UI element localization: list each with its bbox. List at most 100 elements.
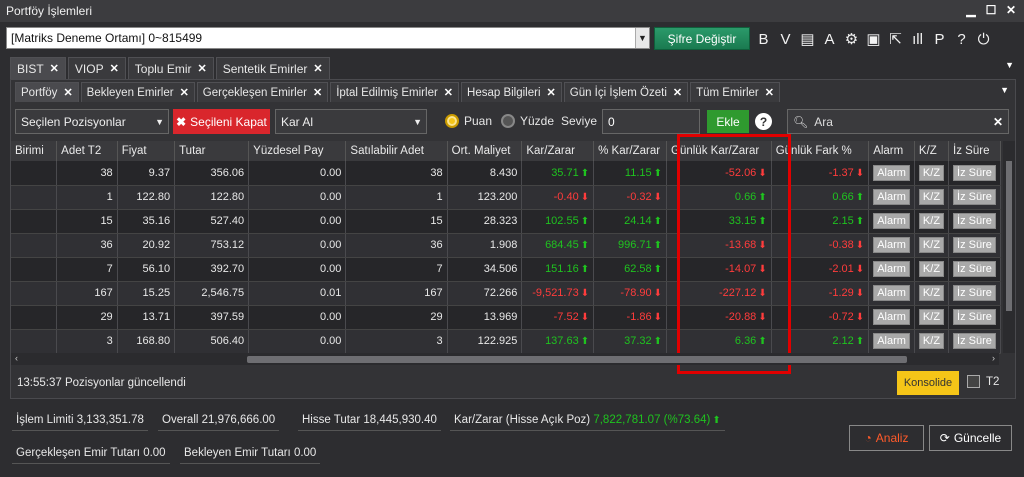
kz-button[interactable]: K/Z [918, 164, 945, 181]
chart-bars-icon[interactable]: ıll [912, 30, 923, 48]
kz-button[interactable]: K/Z [918, 213, 945, 229]
close-tab-icon[interactable]: ✕ [312, 87, 323, 99]
sifre-degistir-button[interactable]: Şifre Değiştir [654, 27, 750, 50]
iz-sure-button[interactable]: İz Süre [953, 261, 996, 277]
sub-tab-1[interactable]: Bekleyen Emirler ✕ [80, 82, 195, 102]
radio-puan[interactable]: Puan [445, 114, 492, 128]
subtabs-menu-icon[interactable]: ▼ [1000, 85, 1009, 95]
radio-puan-dot[interactable] [445, 114, 459, 128]
kz-button[interactable]: K/Z [918, 333, 945, 349]
close-tab-icon[interactable]: ✕ [313, 63, 323, 75]
kz-button[interactable]: K/Z [918, 285, 945, 301]
column-header[interactable]: Alarm [868, 141, 915, 161]
top-tab-1[interactable]: VIOP ✕ [67, 57, 126, 79]
document-icon[interactable]: ▤ [800, 31, 815, 48]
account-select[interactable]: [Matriks Deneme Ortamı] 0~815499 ▼ [6, 27, 650, 49]
close-tab-icon[interactable]: ✕ [443, 87, 454, 99]
kz-button[interactable]: K/Z [918, 309, 945, 325]
column-header[interactable]: % Kar/Zarar [593, 141, 668, 161]
iz-sure-button[interactable]: İz Süre [953, 189, 996, 205]
italic-v-icon[interactable]: V [780, 30, 791, 48]
column-header[interactable]: Kar/Zarar [521, 141, 595, 161]
close-tab-icon[interactable]: ✕ [546, 87, 556, 99]
order-type-select[interactable]: Kar Al ▼ [275, 109, 427, 134]
iz-sure-button[interactable]: İz Süre [953, 285, 996, 301]
iz-sure-button[interactable]: İz Süre [953, 237, 996, 253]
alarm-button[interactable]: Alarm [873, 285, 910, 301]
column-header[interactable]: İz Süre [948, 141, 1001, 161]
table-row[interactable]: 15 35.16 527.40 0.00 15 28.323 102.55 ⬆ 24.14 ⬆ 33… [11, 209, 1001, 234]
bold-b-icon[interactable]: B [758, 30, 769, 48]
column-header[interactable]: Satılabilir Adet [345, 141, 448, 161]
table-row[interactable]: 7 56.10 392.70 0.00 7 34.506 151.16 ⬆ 62.58 ⬆ -14.… [11, 257, 1001, 282]
column-header[interactable]: Adet T2 [56, 141, 118, 161]
column-header[interactable]: K/Z [914, 141, 950, 161]
table-row[interactable]: 36 20.92 753.12 0.00 36 1.908 684.45 ⬆ 996.71 ⬆ -1… [11, 233, 1001, 258]
close-tab-icon[interactable]: ✕ [49, 63, 59, 75]
ekle-button[interactable]: Ekle [707, 110, 749, 133]
help-icon[interactable]: ? [957, 30, 966, 48]
table-row[interactable]: 3 168.80 506.40 0.00 3 122.925 137.63 ⬆ 37.32 ⬆ 6.… [11, 329, 1001, 354]
minimize-icon[interactable]: ▁ [966, 3, 976, 17]
maximize-icon[interactable]: ☐ [985, 3, 997, 17]
close-tab-icon[interactable]: ✕ [764, 87, 774, 99]
position-filter-select[interactable]: Seçilen Pozisyonlar ▼ [15, 109, 169, 134]
iz-sure-button[interactable]: İz Süre [953, 164, 996, 181]
p-icon[interactable]: P [934, 30, 945, 48]
font-a-icon[interactable]: A [824, 30, 835, 48]
analiz-button[interactable]: ◔ Analiz [849, 425, 924, 451]
kz-button[interactable]: K/Z [918, 261, 945, 277]
sub-tab-3[interactable]: İptal Edilmiş Emirler ✕ [330, 82, 460, 102]
search-input[interactable]: 🔍︎ Ara ✕ [787, 109, 1009, 134]
power-icon[interactable]: ⏻ [977, 30, 990, 48]
close-icon[interactable]: ✕ [1005, 3, 1017, 17]
close-tab-icon[interactable]: ✕ [109, 63, 119, 75]
sub-tab-2[interactable]: Gerçekleşen Emirler ✕ [196, 82, 329, 102]
close-tab-icon[interactable]: ✕ [63, 87, 73, 99]
top-tab-2[interactable]: Toplu Emir ✕ [127, 57, 214, 79]
guncelle-button[interactable]: ⟳ Güncelle [929, 425, 1012, 451]
column-header[interactable]: Birimi [11, 141, 58, 161]
help-icon[interactable]: ? [755, 113, 772, 130]
column-header[interactable]: Ort. Maliyet [447, 141, 523, 161]
table-row[interactable]: 167 15.25 2,546.75 0.01 167 72.266 -9,521.73 ⬇ -… [11, 281, 1001, 306]
radio-yuzde-dot[interactable] [501, 114, 515, 128]
sub-tab-0[interactable]: Portföy ✕ [15, 82, 79, 102]
scroll-left-icon[interactable]: ‹ [15, 353, 18, 363]
table-row[interactable]: 29 13.71 397.59 0.00 29 13.969 -7.52 ⬇ -1.86 ⬇ -20… [11, 305, 1001, 330]
radio-yuzde[interactable]: Yüzde [501, 114, 554, 128]
table-row[interactable]: 1 122.80 122.80 0.00 1 123.200 -0.40 ⬇ -0.32 ⬇ 0.6… [11, 185, 1001, 210]
column-header[interactable]: Fiyat [117, 141, 176, 161]
sub-tab-4[interactable]: Hesap Bilgileri ✕ [461, 82, 562, 102]
t2-toggle[interactable]: T2 [967, 375, 999, 388]
secileni-kapat-button[interactable]: ✖ Seçileni Kapat [173, 109, 270, 134]
alarm-button[interactable]: Alarm [873, 189, 910, 205]
vertical-scrollbar[interactable] [1003, 141, 1015, 353]
kz-button[interactable]: K/Z [918, 189, 945, 205]
column-header[interactable]: Günlük Fark % [771, 141, 870, 161]
tabs-menu-icon[interactable]: ▼ [1005, 60, 1014, 70]
top-tab-3[interactable]: Sentetik Emirler ✕ [215, 57, 330, 79]
konsolide-button[interactable]: Konsolide [897, 371, 959, 395]
vertical-scroll-thumb[interactable] [1006, 161, 1012, 311]
gear-icon[interactable]: ⚙ [844, 31, 859, 48]
alarm-button[interactable]: Alarm [873, 237, 910, 253]
export-icon[interactable]: ⇱ [889, 31, 902, 48]
iz-sure-button[interactable]: İz Süre [953, 333, 996, 349]
column-header[interactable]: Tutar [174, 141, 250, 161]
close-tab-icon[interactable]: ✕ [197, 63, 207, 75]
seviye-input[interactable]: 0 [602, 109, 700, 134]
horizontal-scrollbar[interactable]: ‹ › [11, 353, 999, 365]
horizontal-scroll-thumb[interactable] [247, 356, 907, 363]
sub-tab-6[interactable]: Tüm Emirler ✕ [690, 82, 780, 102]
alarm-button[interactable]: Alarm [873, 164, 910, 181]
column-header[interactable]: Günlük Kar/Zarar [666, 141, 772, 161]
iz-sure-button[interactable]: İz Süre [953, 213, 996, 229]
table-row[interactable]: 38 9.37 356.06 0.00 38 8.430 35.71 ⬆ 11.15 ⬆ -52.0… [11, 161, 1001, 186]
save-icon[interactable]: ▣ [866, 31, 881, 48]
alarm-button[interactable]: Alarm [873, 261, 910, 277]
alarm-button[interactable]: Alarm [873, 333, 910, 349]
sub-tab-5[interactable]: Gün İçi İşlem Özeti ✕ [563, 82, 689, 102]
scroll-right-icon[interactable]: › [992, 353, 995, 363]
alarm-button[interactable]: Alarm [873, 309, 910, 325]
